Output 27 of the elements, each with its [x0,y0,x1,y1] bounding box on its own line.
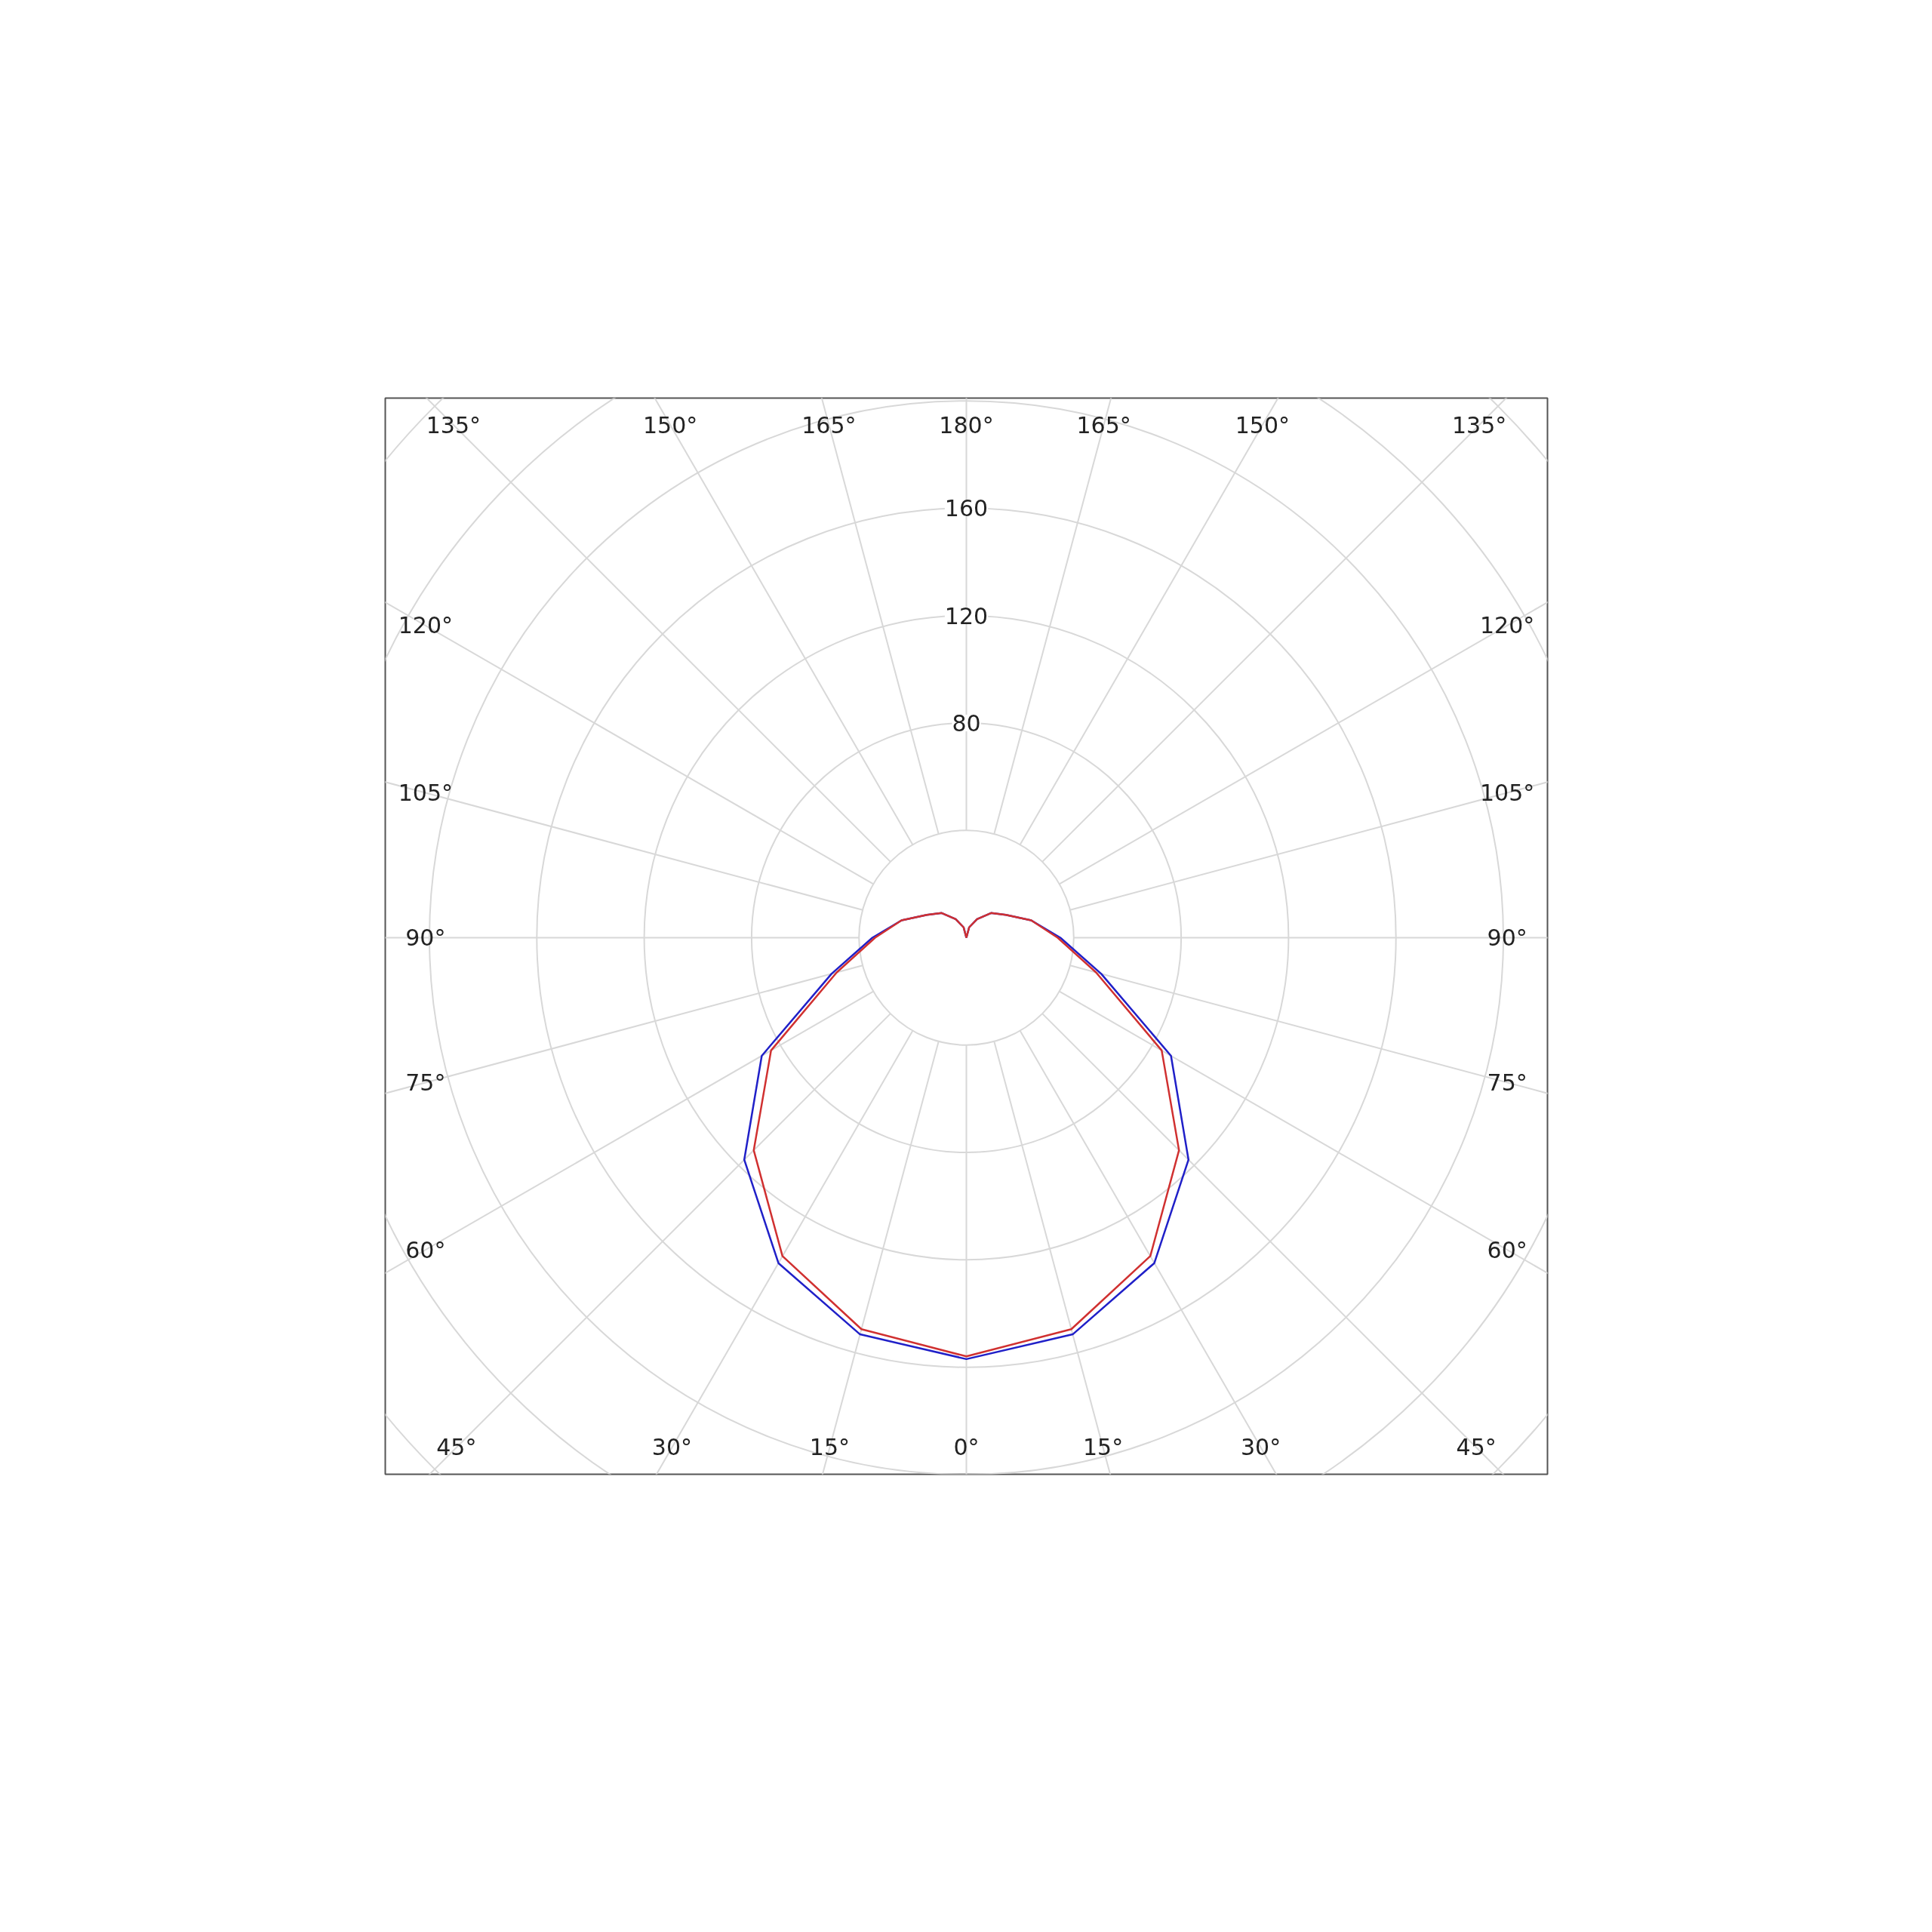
y-tick-label: 160 [944,495,989,522]
spoke-label: 0° [953,1434,980,1461]
spoke-label: 165° [801,411,857,438]
spoke-label: 30° [1241,1434,1281,1461]
spoke-label: 30° [651,1434,693,1461]
spoke-label: 90° [1487,924,1527,951]
spoke-label: 75° [405,1069,446,1096]
y-tick-label: 80 [952,709,981,737]
spoke-label: 15° [1082,1434,1124,1461]
spoke-label: 105° [398,780,453,807]
spoke-label: 150° [1235,411,1291,438]
spoke-label: 60° [1487,1236,1527,1263]
spoke-label: 60° [405,1236,446,1263]
spoke-label: 150° [642,411,698,438]
spoke-label: 135° [426,411,481,438]
spoke-label: 165° [1076,411,1131,438]
spoke-label: 15° [809,1434,851,1461]
spoke-label: 180° [939,411,994,438]
spoke-label: 105° [1480,780,1535,807]
spoke-label: 45° [1456,1434,1497,1461]
spoke-label: 135° [1452,411,1507,438]
y-tick-label: 120 [944,602,989,629]
spoke-label: 120° [398,612,453,639]
spoke-label: 45° [436,1434,477,1461]
spoke-label: 120° [1480,612,1535,639]
spoke-label: 90° [405,924,446,951]
spoke-label: 75° [1487,1069,1527,1096]
